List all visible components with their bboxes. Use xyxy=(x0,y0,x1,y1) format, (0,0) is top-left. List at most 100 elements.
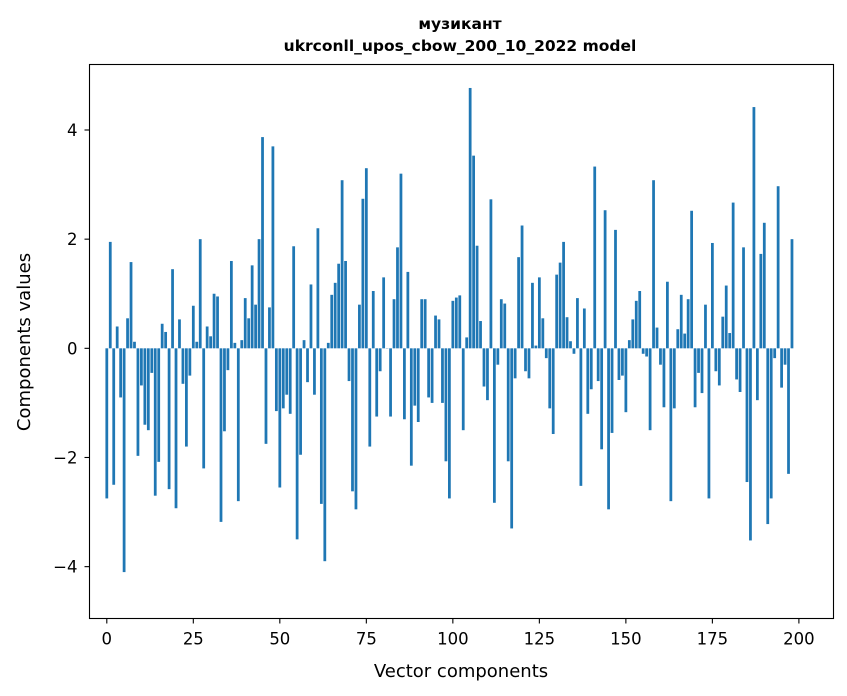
bar xyxy=(364,168,368,349)
bar xyxy=(607,348,610,510)
bar xyxy=(174,348,178,509)
bar xyxy=(686,299,690,349)
bar xyxy=(458,295,462,349)
bar xyxy=(520,225,524,349)
bar xyxy=(711,242,714,349)
bar xyxy=(108,241,112,349)
bar xyxy=(638,291,642,349)
bar xyxy=(666,281,669,349)
bar xyxy=(475,245,479,349)
bar xyxy=(271,146,275,349)
bar xyxy=(140,348,143,386)
bar xyxy=(565,317,569,349)
bar xyxy=(659,348,662,365)
bar xyxy=(198,239,202,349)
x-axis-label: Vector components xyxy=(374,661,548,682)
bar xyxy=(212,293,216,349)
bar xyxy=(461,348,465,431)
bar xyxy=(586,348,590,414)
bar xyxy=(621,348,624,376)
bar xyxy=(126,318,129,349)
bar xyxy=(371,291,375,349)
bar xyxy=(676,329,680,349)
bar xyxy=(236,348,240,502)
bar xyxy=(721,316,725,349)
bar xyxy=(537,277,541,349)
bar xyxy=(268,307,271,349)
bar xyxy=(205,326,209,349)
bar xyxy=(593,166,597,349)
x-tick-label: 200 xyxy=(783,630,815,649)
bar xyxy=(378,348,382,372)
bar xyxy=(576,298,579,349)
y-tick-label: −2 xyxy=(53,448,77,467)
bar xyxy=(714,348,718,372)
bar xyxy=(250,265,254,349)
bar xyxy=(313,348,316,395)
bar xyxy=(403,348,406,420)
bar xyxy=(441,348,444,403)
bar xyxy=(479,321,482,349)
bar xyxy=(406,271,410,349)
bar xyxy=(358,304,361,349)
bar xyxy=(499,299,503,349)
bar xyxy=(122,348,126,573)
bar xyxy=(202,348,206,469)
bar xyxy=(351,348,354,492)
y-tick-label: 4 xyxy=(67,121,78,140)
bar xyxy=(776,186,780,349)
bar xyxy=(413,348,417,406)
bar xyxy=(143,348,147,425)
bar xyxy=(302,340,306,349)
bar xyxy=(178,319,181,349)
bar xyxy=(468,87,472,349)
bar xyxy=(555,274,559,349)
bar xyxy=(261,137,264,349)
y-tick-label: 2 xyxy=(67,230,78,249)
bar xyxy=(541,318,545,349)
bar xyxy=(160,323,164,349)
bar xyxy=(569,341,572,349)
bar xyxy=(652,180,655,349)
bar xyxy=(281,348,285,409)
bar xyxy=(503,303,507,349)
chart-subtitle: ukrconll_upos_cbow_200_10_2022 model xyxy=(284,37,637,55)
bar xyxy=(465,337,469,349)
bar xyxy=(150,348,154,373)
bar xyxy=(704,304,707,349)
bar xyxy=(437,319,441,349)
bar xyxy=(773,348,777,359)
bar xyxy=(434,315,437,349)
bar xyxy=(790,239,794,349)
bar xyxy=(745,348,749,483)
bar xyxy=(596,348,600,382)
bar xyxy=(766,348,770,525)
bar xyxy=(634,300,638,349)
bar xyxy=(233,342,237,349)
bar xyxy=(492,348,496,503)
bar xyxy=(551,348,555,435)
bar-series xyxy=(105,87,794,573)
bar xyxy=(700,348,704,394)
bar xyxy=(496,348,500,365)
bar xyxy=(548,348,552,409)
bar xyxy=(454,297,458,349)
bar xyxy=(326,342,330,349)
bar xyxy=(191,305,195,349)
bar xyxy=(742,247,745,349)
bar xyxy=(679,294,683,349)
bar xyxy=(333,282,337,349)
bar xyxy=(562,241,565,349)
x-tick-label: 25 xyxy=(183,630,204,649)
bar xyxy=(274,348,278,412)
bar xyxy=(472,155,475,349)
x-tick-label: 75 xyxy=(356,630,377,649)
bar xyxy=(181,348,185,384)
bar xyxy=(295,348,299,540)
bar xyxy=(749,348,752,541)
bar xyxy=(399,173,403,349)
bar xyxy=(662,348,666,408)
bar xyxy=(738,348,742,392)
bar xyxy=(299,348,302,455)
